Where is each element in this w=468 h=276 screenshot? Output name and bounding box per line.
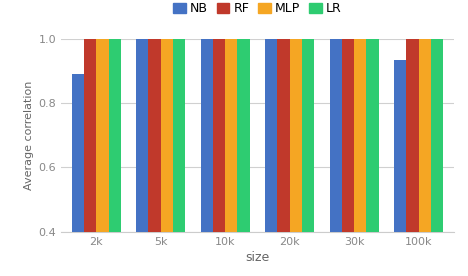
Bar (109, 0, 121, 232)
Bar (173, 0, 185, 232)
Bar (342, 0, 354, 232)
Bar (265, 0, 278, 232)
Bar (431, 0, 443, 232)
Bar (84, 0, 96, 232)
Bar (72, 74, 84, 232)
Bar (136, 0, 148, 232)
Bar (148, 0, 161, 232)
Legend: NB, RF, MLP, LR: NB, RF, MLP, LR (173, 2, 342, 15)
Y-axis label: Average correlation: Average correlation (24, 81, 34, 190)
Bar (201, 0, 213, 232)
Bar (394, 60, 406, 232)
X-axis label: size: size (245, 251, 270, 264)
Bar (406, 0, 418, 232)
Bar (366, 0, 379, 232)
Bar (213, 0, 225, 232)
Bar (237, 0, 249, 232)
Bar (354, 0, 366, 232)
Bar (161, 0, 173, 232)
Bar (96, 0, 109, 232)
Bar (278, 0, 290, 232)
Bar (225, 0, 237, 232)
Bar (290, 0, 302, 232)
Bar (329, 0, 342, 232)
Bar (418, 16, 431, 232)
Bar (302, 0, 314, 232)
